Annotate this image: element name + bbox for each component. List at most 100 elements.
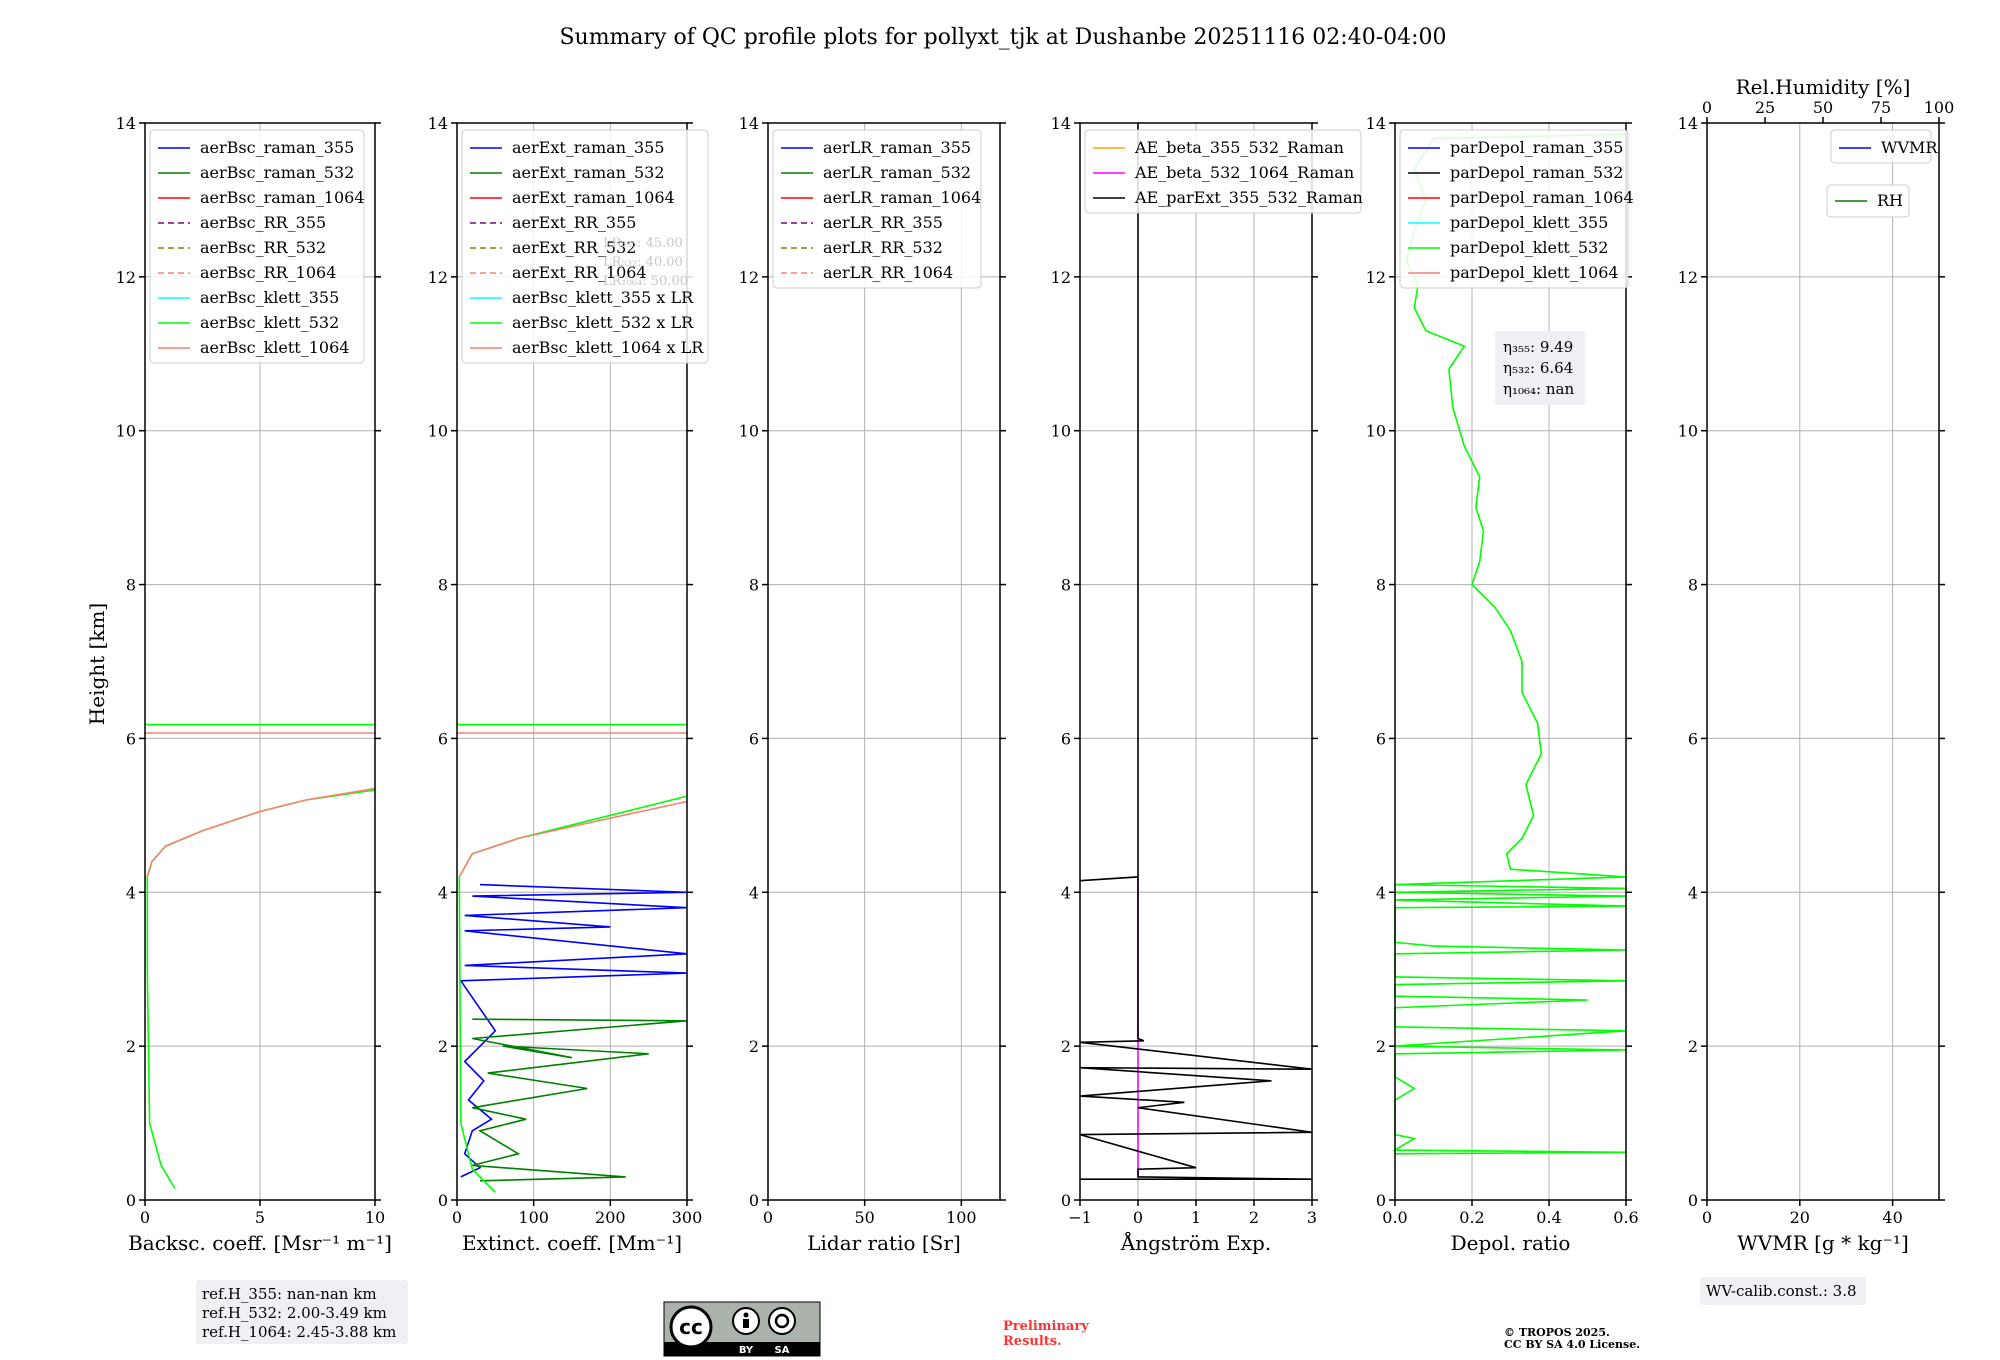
y-tick-label: 8 [749, 576, 759, 595]
y-tick-label: 8 [1376, 576, 1386, 595]
legend-entry: aerBsc_raman_355 [200, 138, 354, 157]
legend-entry: aerExt_RR_532 [512, 238, 636, 257]
y-tick-label: 2 [1688, 1037, 1698, 1056]
x2-axis-label: Rel.Humidity [%] [1736, 75, 1911, 99]
legend-box [772, 129, 982, 289]
refh-1064: ref.H_1064: 2.45-3.88 km [202, 1323, 396, 1341]
x-axis-label: Ångström Exp. [1120, 1230, 1271, 1255]
y-tick-label: 0 [1688, 1191, 1698, 1210]
sa-icon [768, 1307, 796, 1335]
legend2-box [1826, 184, 1910, 218]
y-tick-label: 2 [749, 1037, 759, 1056]
x-tick-label: 0.2 [1459, 1208, 1484, 1227]
legend: WVMR RH [1826, 129, 1938, 218]
plot-frame [1706, 122, 1940, 1201]
y-tick-label: 14 [1678, 114, 1698, 133]
wv-calib-text: WV-calib.const.: 3.8 [1706, 1282, 1857, 1300]
legend-entry: WVMR [1881, 138, 1938, 157]
y-tick-label: 4 [126, 883, 136, 902]
y-tick-label: 10 [1366, 422, 1386, 441]
y-tick-label: 0 [126, 1191, 136, 1210]
y-tick-label: 6 [1376, 729, 1386, 748]
x-axis-label: WVMR [g * kg⁻¹] [1737, 1231, 1909, 1255]
y-tick-label: 2 [1376, 1037, 1386, 1056]
plot-frame [456, 122, 688, 1201]
legend: aerLR_raman_355 aerLR_raman_532 aerLR_rama… [772, 129, 982, 289]
x-axis-label: Depol. ratio [1451, 1231, 1571, 1255]
legend-entry: aerExt_RR_1064 [512, 263, 647, 282]
series-aerbsc-klett-1064-x-lr [458, 800, 688, 878]
x-tick-label: 20 [1790, 1208, 1810, 1227]
x-tick-label: 0.6 [1613, 1208, 1638, 1227]
y-tick-label: 10 [428, 422, 448, 441]
legend-entry: AE_parExt_355_532_Raman [1134, 188, 1363, 207]
y-tick-label: 10 [1678, 422, 1698, 441]
y-tick-label: 12 [428, 268, 448, 287]
y-tick-label: 0 [1376, 1191, 1386, 1210]
y-tick-label: 8 [1688, 576, 1698, 595]
y-tick-label: 6 [126, 729, 136, 748]
legend-entry: aerBsc_RR_355 [200, 213, 326, 232]
legend-entry: aerBsc_klett_1064 [200, 338, 349, 357]
legend-entry: aerLR_raman_532 [823, 163, 971, 182]
copyright-line2: CC BY SA 4.0 License. [1504, 1338, 1640, 1351]
y-tick-label: 6 [749, 729, 759, 748]
plot-frame [767, 122, 1001, 1201]
y-tick-label: 6 [1688, 729, 1698, 748]
legend-entry: aerBsc_RR_1064 [200, 263, 336, 282]
y-tick-label: 12 [1051, 268, 1071, 287]
y-tick-label: 14 [116, 114, 136, 133]
legend: aerBsc_raman_355 aerBsc_raman_532 aerBsc_r… [149, 129, 365, 364]
legend-box [1830, 129, 1932, 164]
legend-entry: aerBsc_klett_355 x LR [512, 288, 694, 307]
plot-frame [1079, 122, 1313, 1201]
y-tick-label: 4 [438, 883, 448, 902]
y-tick-label: 4 [1061, 883, 1071, 902]
y-tick-label: 6 [438, 729, 448, 748]
y-tick-label: 10 [116, 422, 136, 441]
eta-label: η₃₅₅: 9.49 [1503, 338, 1573, 356]
legend-entry: aerBsc_klett_532 [200, 313, 339, 332]
x-tick-label: 0 [452, 1208, 462, 1227]
y-tick-label: 14 [428, 114, 448, 133]
refh-355: ref.H_355: nan-nan km [202, 1285, 377, 1303]
y-tick-label: 2 [1061, 1037, 1071, 1056]
x-tick-label: 0.0 [1382, 1208, 1407, 1227]
cc-license-badge[interactable]: cc BY SA [663, 1301, 821, 1357]
preliminary-line1: Preliminary [1003, 1319, 1089, 1334]
legend: AE_beta_355_532_Raman AE_beta_532_1064_Ra… [1084, 129, 1363, 214]
panel-5: 0 2 4 6 8 10 12 14 0.0 0.2 0.4 0.6 Depol. ratio parDe… [1366, 114, 1639, 1255]
y-tick-label: 10 [1051, 422, 1071, 441]
x-tick-label: 0.4 [1536, 1208, 1561, 1227]
y-tick-label: 2 [438, 1037, 448, 1056]
legend-entry: parDepol_raman_1064 [1450, 188, 1634, 207]
x-tick-label: 2 [1249, 1208, 1259, 1227]
y-tick-label: 4 [749, 883, 759, 902]
legend-entry: AE_beta_532_1064_Raman [1134, 163, 1354, 182]
y-tick-label: 4 [1688, 883, 1698, 902]
y-tick-label: 12 [1678, 268, 1698, 287]
eta-box [1495, 331, 1585, 405]
y-tick-label: 0 [438, 1191, 448, 1210]
series-aerbsc-klett-532-x-lr [458, 795, 688, 1193]
y-tick-label: 0 [749, 1191, 759, 1210]
y-tick-label: 8 [126, 576, 136, 595]
series-aerext-raman-355 [459, 883, 688, 1178]
x2-tick-label: 75 [1871, 98, 1891, 117]
legend-entry: parDepol_raman_355 [1450, 138, 1623, 157]
x2-tick-label: 0 [1702, 98, 1712, 117]
y-tick-label: 12 [739, 268, 759, 287]
legend-entry: aerBsc_klett_355 [200, 288, 339, 307]
x-tick-label: 100 [946, 1208, 977, 1227]
legend-box [1399, 129, 1629, 289]
legend-box [1084, 129, 1362, 214]
x-tick-label: 0 [1133, 1208, 1143, 1227]
legend-box [149, 129, 365, 364]
y-tick-label: 2 [126, 1037, 136, 1056]
legend-entry: parDepol_klett_355 [1450, 213, 1608, 232]
x2-tick-label: 50 [1813, 98, 1833, 117]
legend: parDepol_raman_355 parDepol_raman_532 parD… [1399, 129, 1634, 289]
